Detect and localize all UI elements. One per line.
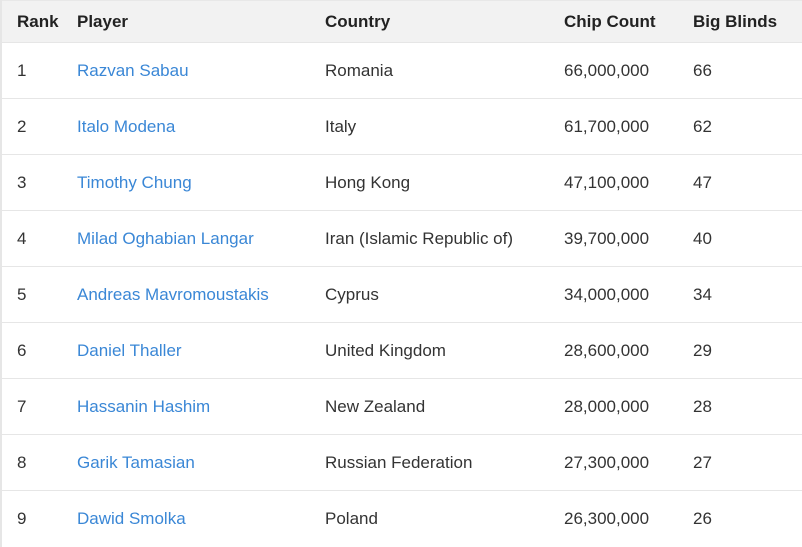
table-row: 8 Garik Tamasian Russian Federation 27,300,…: [1, 434, 802, 491]
table-row: 1 Razvan Sabau Romania 66,000,000 66: [1, 42, 802, 99]
player-link[interactable]: Dawid Smolka: [77, 508, 186, 528]
chip-count-cell: 27,300,000: [564, 452, 650, 472]
player-cell: Garik Tamasian: [77, 435, 325, 491]
big-blinds-cell: 34: [693, 284, 712, 304]
table-header-row: Rank Player Country Chip Count Big Blind…: [1, 0, 802, 43]
player-cell: Razvan Sabau: [77, 43, 325, 99]
country-cell: New Zealand: [325, 396, 426, 416]
rank-cell: 2: [17, 116, 27, 136]
column-header-rank[interactable]: Rank: [1, 0, 77, 43]
chip-count-cell: 34,000,000: [564, 284, 650, 304]
column-header-big-blinds[interactable]: Big Blinds: [693, 0, 802, 43]
big-blinds-cell: 40: [693, 228, 712, 248]
country-cell: Poland: [325, 508, 378, 528]
player-link[interactable]: Hassanin Hashim: [77, 396, 211, 416]
player-cell: Daniel Thaller: [77, 323, 325, 379]
player-link[interactable]: Milad Oghabian Langar: [77, 228, 254, 248]
player-link[interactable]: Daniel Thaller: [77, 340, 182, 360]
rank-cell: 4: [17, 228, 27, 248]
player-link[interactable]: Timothy Chung: [77, 172, 192, 192]
player-cell: Italo Modena: [77, 99, 325, 155]
big-blinds-cell: 66: [693, 60, 712, 80]
column-header-chip-count[interactable]: Chip Count: [564, 0, 693, 43]
rank-cell: 7: [17, 396, 27, 416]
column-header-player[interactable]: Player: [77, 0, 325, 43]
player-cell: Timothy Chung: [77, 155, 325, 211]
rank-cell: 5: [17, 284, 27, 304]
table-row: 2 Italo Modena Italy 61,700,000 62: [1, 98, 802, 155]
chip-count-cell: 47,100,000: [564, 172, 650, 192]
rank-cell: 8: [17, 452, 27, 472]
chip-count-cell: 61,700,000: [564, 116, 650, 136]
player-link[interactable]: Garik Tamasian: [77, 452, 195, 472]
player-cell: Milad Oghabian Langar: [77, 211, 325, 267]
country-cell: Romania: [325, 60, 394, 80]
table-row: 7 Hassanin Hashim New Zealand 28,000,000 28: [1, 378, 802, 435]
table-row: 5 Andreas Mavromoustakis Cyprus 34,000,000 3…: [1, 266, 802, 323]
rank-cell: 3: [17, 172, 27, 192]
column-header-country[interactable]: Country: [325, 0, 564, 43]
big-blinds-cell: 47: [693, 172, 712, 192]
rank-cell: 6: [17, 340, 27, 360]
table-row: 6 Daniel Thaller United Kingdom 28,600,000 2…: [1, 322, 802, 379]
chip-count-cell: 28,600,000: [564, 340, 650, 360]
chip-count-cell: 39,700,000: [564, 228, 650, 248]
rank-cell: 1: [17, 60, 27, 80]
country-cell: Cyprus: [325, 284, 379, 304]
player-link[interactable]: Andreas Mavromoustakis: [77, 284, 269, 304]
chip-count-cell: 28,000,000: [564, 396, 650, 416]
player-link[interactable]: Italo Modena: [77, 116, 176, 136]
chip-count-cell: 26,300,000: [564, 508, 650, 528]
big-blinds-cell: 27: [693, 452, 712, 472]
big-blinds-cell: 29: [693, 340, 712, 360]
player-cell: Dawid Smolka: [77, 491, 325, 547]
big-blinds-cell: 28: [693, 396, 712, 416]
rank-cell: 9: [17, 508, 27, 528]
player-cell: Andreas Mavromoustakis: [77, 267, 325, 323]
country-cell: Italy: [325, 116, 357, 136]
country-cell: United Kingdom: [325, 340, 446, 360]
table-row: 3 Timothy Chung Hong Kong 47,100,000 47: [1, 154, 802, 211]
big-blinds-cell: 62: [693, 116, 712, 136]
player-link[interactable]: Razvan Sabau: [77, 60, 189, 80]
table-row: 9 Dawid Smolka Poland 26,300,000 26: [1, 490, 802, 547]
country-cell: Iran (Islamic Republic of): [325, 228, 514, 248]
country-cell: Hong Kong: [325, 172, 411, 192]
big-blinds-cell: 26: [693, 508, 712, 528]
chip-count-cell: 66,000,000: [564, 60, 650, 80]
country-cell: Russian Federation: [325, 452, 473, 472]
table-row: 4 Milad Oghabian Langar Iran (Islamic Repu…: [1, 210, 802, 267]
player-cell: Hassanin Hashim: [77, 379, 325, 435]
